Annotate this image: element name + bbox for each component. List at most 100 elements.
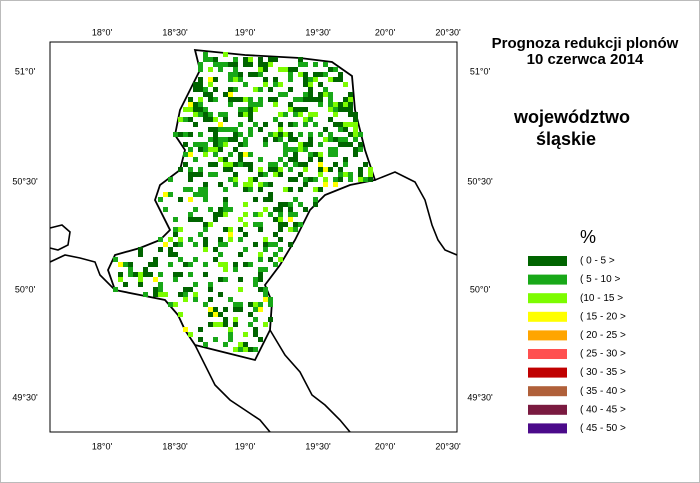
- crop-cell: [333, 102, 338, 107]
- crop-cell: [258, 277, 263, 282]
- crop-cell: [193, 122, 198, 127]
- crop-cell: [203, 147, 208, 152]
- crop-cell: [183, 327, 188, 332]
- crop-cell: [118, 262, 123, 267]
- crop-cell: [278, 92, 283, 97]
- crop-cell: [208, 137, 213, 142]
- crop-cell: [193, 102, 198, 107]
- crop-cell: [228, 137, 233, 142]
- crop-cell: [293, 197, 298, 202]
- crop-cell: [173, 252, 178, 257]
- crop-cell: [278, 202, 283, 207]
- crop-cell: [263, 122, 268, 127]
- crop-cell: [273, 102, 278, 107]
- crop-cell: [258, 302, 263, 307]
- crop-cell: [268, 212, 273, 217]
- crop-cell: [208, 222, 213, 227]
- crop-cell: [288, 107, 293, 112]
- lon-tick-label: 18°0': [92, 441, 113, 451]
- crop-cell: [308, 77, 313, 82]
- crop-cell: [123, 262, 128, 267]
- crop-cell: [223, 167, 228, 172]
- crop-cell: [338, 127, 343, 132]
- crop-cell: [123, 282, 128, 287]
- crop-cell: [268, 192, 273, 197]
- crop-cell: [193, 207, 198, 212]
- legend-swatch: [528, 256, 567, 266]
- crop-cell: [223, 212, 228, 217]
- crop-cell: [258, 72, 263, 77]
- crop-cell: [243, 222, 248, 227]
- crop-cell: [243, 262, 248, 267]
- lon-tick-label: 18°0': [92, 27, 113, 37]
- crop-cell: [213, 312, 218, 317]
- crop-cell: [243, 342, 248, 347]
- crop-cell: [198, 62, 203, 67]
- crop-cell: [263, 297, 268, 302]
- crop-cell: [318, 157, 323, 162]
- crop-cell: [343, 122, 348, 127]
- crop-cell: [318, 187, 323, 192]
- crop-cell: [348, 92, 353, 97]
- crop-cell: [243, 162, 248, 167]
- legend-label: ( 0 - 5 >: [580, 256, 615, 267]
- crop-cell: [228, 232, 233, 237]
- crop-cell: [238, 227, 243, 232]
- crop-cell: [173, 132, 178, 137]
- crop-cell: [303, 177, 308, 182]
- crop-cell: [293, 137, 298, 142]
- crop-cell: [208, 282, 213, 287]
- crop-cell: [198, 97, 203, 102]
- crop-cell: [333, 67, 338, 72]
- crop-cell: [233, 62, 238, 67]
- crop-cell: [283, 132, 288, 137]
- crop-cell: [188, 262, 193, 267]
- crop-cell: [173, 302, 178, 307]
- crop-cell: [233, 172, 238, 177]
- crop-cell: [248, 152, 253, 157]
- crop-cell: [208, 117, 213, 122]
- lat-tick-label: 51°0': [15, 66, 36, 76]
- crop-cell: [233, 57, 238, 62]
- crop-cell: [138, 252, 143, 257]
- lon-tick-label: 20°0': [375, 441, 396, 451]
- crop-cell: [213, 172, 218, 177]
- crop-cell: [233, 182, 238, 187]
- crop-cell: [218, 147, 223, 152]
- crop-cell: [163, 242, 168, 247]
- crop-cell: [358, 167, 363, 172]
- crop-cell: [203, 237, 208, 242]
- crop-cell: [313, 122, 318, 127]
- crop-cell: [308, 157, 313, 162]
- crop-cell: [313, 72, 318, 77]
- crop-cell: [178, 227, 183, 232]
- crop-cell: [243, 112, 248, 117]
- crop-cell: [338, 72, 343, 77]
- crop-cell: [218, 67, 223, 72]
- crop-cell: [248, 177, 253, 182]
- crop-cell: [238, 217, 243, 222]
- crop-cell: [258, 287, 263, 292]
- crop-cell: [318, 172, 323, 177]
- crop-cell: [178, 167, 183, 172]
- crop-cell: [288, 217, 293, 222]
- crop-cell: [263, 77, 268, 82]
- crop-cell: [193, 107, 198, 112]
- lon-tick-label: 19°30': [305, 441, 331, 451]
- crop-cell: [288, 177, 293, 182]
- crop-cell: [253, 212, 258, 217]
- crop-cell: [303, 107, 308, 112]
- crop-cell: [313, 187, 318, 192]
- crop-cell: [213, 137, 218, 142]
- crop-cell: [138, 272, 143, 277]
- crop-cell: [238, 97, 243, 102]
- crop-cell: [243, 82, 248, 87]
- legend-label: ( 45 - 50 >: [580, 423, 626, 434]
- crop-cell: [248, 302, 253, 307]
- crop-cell: [218, 292, 223, 297]
- crop-cell: [263, 197, 268, 202]
- crop-cell: [293, 147, 298, 152]
- crop-cell: [248, 182, 253, 187]
- crop-cell: [273, 167, 278, 172]
- crop-cell: [218, 142, 223, 147]
